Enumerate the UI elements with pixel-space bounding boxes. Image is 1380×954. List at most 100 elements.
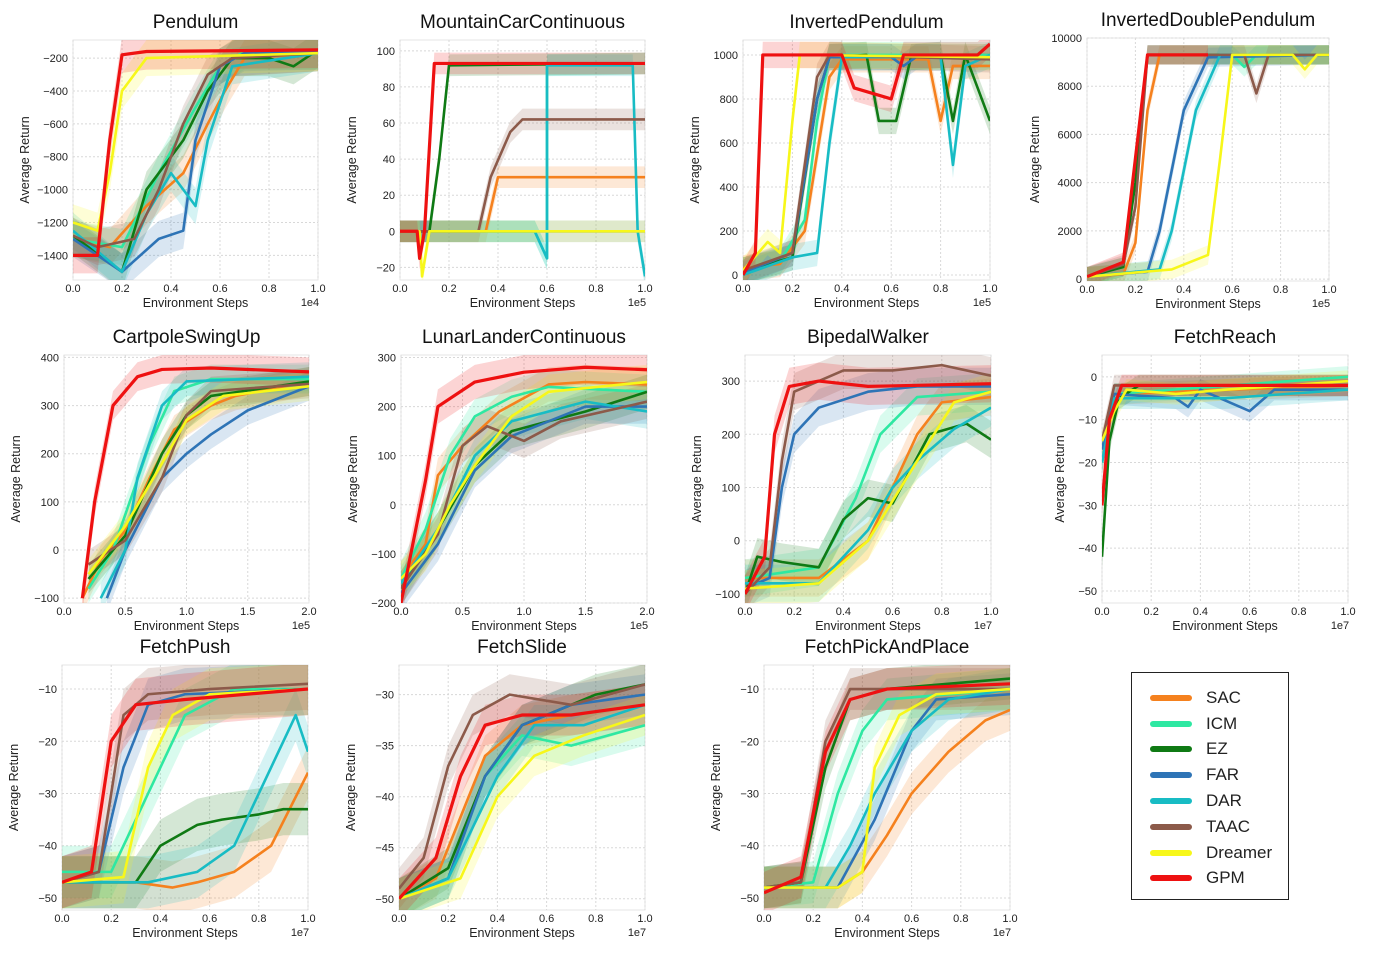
band-icm	[401, 369, 647, 596]
legend-item-sac: SAC	[1150, 685, 1288, 711]
y-tick-label: −10	[1078, 415, 1097, 427]
y-tick-label: −20	[38, 736, 57, 748]
x-tick-label: 0.2	[785, 283, 800, 295]
line-taac	[401, 400, 647, 590]
y-tick-label: 800	[720, 94, 738, 106]
y-tick-label: 20	[383, 190, 395, 202]
x-tick-label: 0.0	[737, 606, 752, 618]
x-axis-label: Environment Steps	[469, 926, 575, 940]
x-tick-label: 0.6	[539, 283, 554, 295]
y-tick-label: 0	[734, 536, 740, 548]
y-tick-label: −30	[375, 690, 394, 702]
y-axis-label: Average Return	[709, 744, 723, 831]
band-dar	[400, 54, 645, 280]
series-group	[399, 665, 645, 910]
band-icm	[764, 668, 1010, 909]
band-dreamer	[73, 40, 318, 249]
band-sac	[73, 40, 318, 266]
y-axis-label: Average Return	[9, 435, 23, 522]
x-axis-label: Environment Steps	[1172, 619, 1278, 633]
x-axis-multiplier: 1e5	[630, 620, 648, 632]
subplot-title: InvertedDoublePendulum	[1101, 10, 1315, 31]
line-dreamer	[87, 385, 309, 575]
legend-label: DAR	[1206, 791, 1242, 811]
x-tick-label: 0.0	[54, 913, 69, 925]
x-tick-label: 1.0	[982, 283, 997, 295]
x-tick-label: 0.8	[588, 913, 603, 925]
y-tick-label: −50	[38, 893, 57, 905]
x-tick-label: 0.0	[1094, 606, 1109, 618]
y-tick-label: −45	[375, 843, 394, 855]
y-tick-label: −100	[34, 593, 59, 605]
legend-swatch	[1150, 772, 1192, 779]
x-tick-label: 0.0	[65, 283, 80, 295]
band-sac	[62, 746, 308, 910]
x-tick-label: 0.2	[1144, 606, 1159, 618]
x-tick-label: 2.0	[639, 606, 654, 618]
legend-swatch	[1150, 849, 1192, 856]
line-gpm	[1087, 53, 1208, 279]
band-icm	[745, 373, 991, 597]
y-tick-label: 300	[378, 352, 396, 364]
y-axis-label: Average Return	[1028, 116, 1042, 203]
x-tick-label: 0.2	[1128, 284, 1143, 296]
line-icm	[764, 687, 1010, 889]
x-tick-label: 1.0	[1321, 284, 1336, 296]
subplot-title: FetchSlide	[477, 637, 567, 658]
x-tick-label: 0.6	[884, 283, 899, 295]
x-tick-label: 0.0	[56, 606, 71, 618]
subplot-fetchreach: 0.0 0.2 0.4 0.6 0.8 1.0 0 −10 −20 −30 −40 −50 FetchR…	[1053, 327, 1356, 633]
x-tick-label: 0.4	[855, 913, 870, 925]
subplot-title: FetchReach	[1174, 327, 1276, 348]
x-axis-label: Environment Steps	[814, 296, 920, 310]
x-tick-label: 0.8	[261, 283, 276, 295]
y-tick-label: 200	[378, 402, 396, 414]
x-tick-label: 0.5	[118, 606, 133, 618]
y-tick-label: −20	[1078, 458, 1097, 470]
subplot-bipedalwalker: 0.0 0.2 0.4 0.6 0.8 1.0 300 200 100 0 −100 BipedalW…	[690, 327, 999, 633]
legend-swatch	[1150, 875, 1192, 882]
line-icm	[401, 385, 647, 580]
subplot-title: FetchPickAndPlace	[805, 637, 970, 658]
y-axis-label: Average Return	[688, 116, 702, 203]
y-tick-label: −40	[375, 792, 394, 804]
band-taac	[764, 668, 1010, 909]
x-tick-label: 0.8	[953, 913, 968, 925]
x-tick-label: 0.6	[202, 913, 217, 925]
subplot-inverteddoublependulum: 0.0 0.2 0.4 0.6 0.8 1.0 10000 8000 6000 4000 2000 0…	[1028, 10, 1337, 311]
band-far	[745, 367, 991, 603]
line-gpm	[399, 703, 645, 900]
legend-item-dar: DAR	[1150, 788, 1288, 814]
band-taac	[401, 384, 647, 603]
x-tick-label: 0.8	[1291, 606, 1306, 618]
series-group	[1102, 366, 1348, 568]
y-axis-label: Average Return	[345, 116, 359, 203]
x-axis-label: Environment Steps	[1155, 297, 1261, 311]
x-axis-multiplier: 1e7	[1331, 620, 1349, 632]
line-dreamer	[1087, 53, 1329, 278]
x-axis-label: Environment Steps	[815, 619, 921, 633]
x-tick-label: 1.5	[240, 606, 255, 618]
x-axis-multiplier: 1e7	[974, 620, 992, 632]
y-tick-label: −100	[715, 589, 740, 601]
x-axis-label: Environment Steps	[132, 926, 238, 940]
x-axis-multiplier: 1e5	[628, 297, 646, 309]
x-tick-label: 0.4	[490, 283, 505, 295]
y-tick-label: 6000	[1058, 129, 1082, 141]
y-axis-label: Average Return	[18, 116, 32, 203]
y-tick-label: −400	[43, 86, 68, 98]
x-tick-label: 0.0	[393, 606, 408, 618]
legend-item-gpm: GPM	[1150, 866, 1288, 892]
line-gpm	[80, 366, 309, 599]
plot-area	[399, 39, 646, 281]
line-dreamer	[73, 51, 318, 232]
line-gpm	[62, 687, 308, 884]
y-tick-label: 2000	[1058, 226, 1082, 238]
band-sac	[400, 166, 645, 243]
subplot-invertedpendulum: 0.0 0.2 0.4 0.6 0.8 1.0 1000 800 600 400 200 0 Inver…	[688, 12, 998, 310]
y-axis-label: Average Return	[7, 744, 21, 831]
subplot-fetchpickandplace: 0.0 0.2 0.4 0.6 0.8 1.0 −10 −20 −30 −40 −50 FetchPi…	[709, 637, 1018, 940]
subplot-title: FetchPush	[140, 637, 231, 658]
y-tick-label: −200	[43, 53, 68, 65]
band-sac	[1087, 45, 1329, 281]
